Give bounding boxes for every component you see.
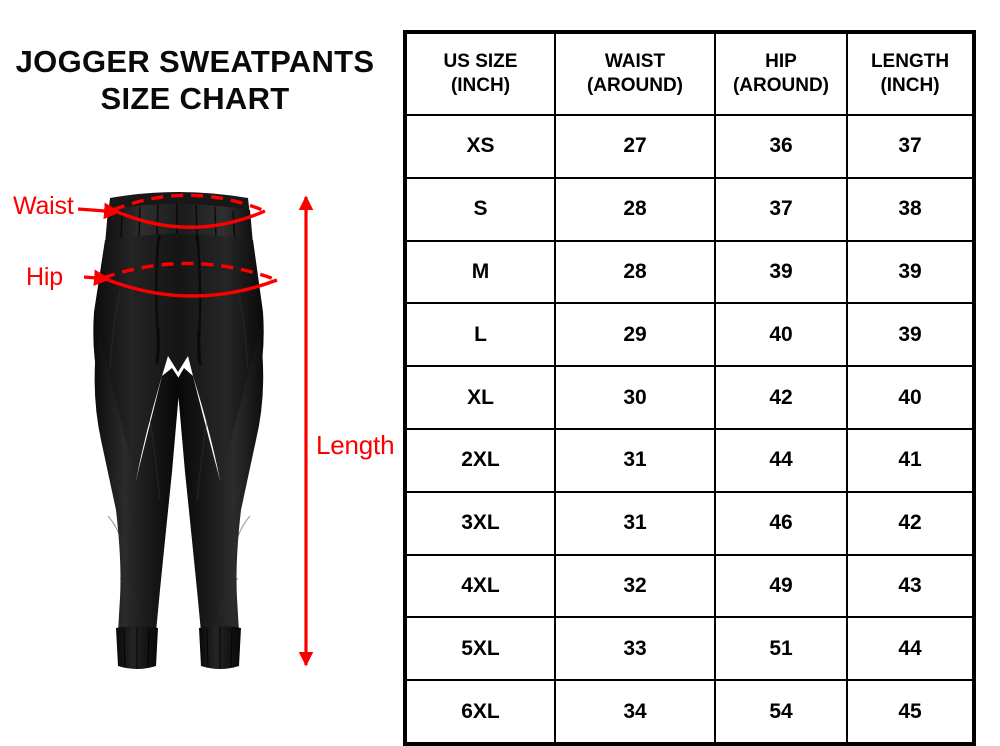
length-cell: 43 xyxy=(846,553,975,619)
table-header-row: US SIZE (INCH) WAIST (AROUND) HIP (AROUN… xyxy=(404,31,975,116)
size-cell: XS xyxy=(404,114,556,179)
column-header-length-line2: (INCH) xyxy=(880,75,940,96)
size-cell: 3XL xyxy=(404,490,556,556)
waist-cell: 31 xyxy=(554,490,716,556)
illustration-panel: JOGGER SWEATPANTS SIZE CHART xyxy=(0,0,400,705)
waist-cell: 29 xyxy=(554,302,716,368)
length-label: Length xyxy=(316,430,395,460)
waist-cell: 30 xyxy=(554,365,716,430)
size-cell: 2XL xyxy=(404,427,556,493)
size-cell: M xyxy=(404,239,556,305)
waist-cell: 28 xyxy=(554,176,716,242)
hip-cell: 40 xyxy=(714,302,848,368)
waist-cell: 27 xyxy=(554,114,716,179)
waist-cell: 34 xyxy=(554,679,716,745)
hip-cell: 44 xyxy=(714,427,848,493)
title-line-1: JOGGER SWEATPANTS xyxy=(15,44,375,79)
length-cell: 45 xyxy=(846,679,975,745)
length-cell: 38 xyxy=(846,176,975,242)
column-header-hip-line1: HIP xyxy=(765,51,797,73)
size-chart-table: US SIZE (INCH) WAIST (AROUND) HIP (AROUN… xyxy=(403,30,976,746)
column-header-length: LENGTH (INCH) xyxy=(846,31,975,116)
column-header-length-line1: LENGTH xyxy=(870,51,950,73)
page-title: JOGGER SWEATPANTS SIZE CHART xyxy=(0,44,390,117)
length-cell: 44 xyxy=(846,616,975,682)
column-header-waist-line2: (AROUND) xyxy=(586,75,684,96)
column-header-us-size: US SIZE (INCH) xyxy=(404,31,556,116)
size-cell: S xyxy=(404,176,556,242)
table-row: 4XL 32 49 43 xyxy=(404,553,975,619)
table-row: 2XL 31 44 41 xyxy=(404,427,975,493)
table-row: M 28 39 39 xyxy=(404,239,975,305)
table-row: L 29 40 39 xyxy=(404,302,975,368)
waist-cell: 33 xyxy=(554,616,716,682)
size-cell: 5XL xyxy=(404,616,556,682)
size-cell: 4XL xyxy=(404,553,556,619)
table-row: 5XL 33 51 44 xyxy=(404,616,975,682)
hip-cell: 46 xyxy=(714,490,848,556)
length-cell: 41 xyxy=(846,427,975,493)
hip-cell: 36 xyxy=(714,114,848,179)
length-cell: 39 xyxy=(846,302,975,368)
size-cell: 6XL xyxy=(404,679,556,745)
hip-cell: 42 xyxy=(714,365,848,430)
length-cell: 37 xyxy=(846,114,975,179)
size-cell: XL xyxy=(404,365,556,430)
column-header-waist-line1: WAIST xyxy=(604,51,666,73)
hip-cell: 49 xyxy=(714,553,848,619)
hip-cell: 51 xyxy=(714,616,848,682)
column-header-us-size-line1: US SIZE xyxy=(443,51,518,73)
hip-cell: 39 xyxy=(714,239,848,305)
table-row: 3XL 31 46 42 xyxy=(404,490,975,556)
title-line-2: SIZE CHART xyxy=(100,80,290,116)
length-cell: 42 xyxy=(846,490,975,556)
jogger-sweatpants-illustration xyxy=(60,180,295,680)
table-row: XS 27 36 37 xyxy=(404,114,975,179)
waist-cell: 31 xyxy=(554,427,716,493)
length-cell: 40 xyxy=(846,365,975,430)
table-body: XS 27 36 37 S 28 37 38 M 28 39 39 L 29 40 39 XL 30 42 40 2XL… xyxy=(404,114,975,745)
waist-cell: 32 xyxy=(554,553,716,619)
hip-cell: 37 xyxy=(714,176,848,242)
waist-label: Waist xyxy=(13,192,74,220)
column-header-waist: WAIST (AROUND) xyxy=(554,31,716,116)
hip-cell: 54 xyxy=(714,679,848,745)
table-row: 6XL 34 54 45 xyxy=(404,679,975,745)
size-cell: L xyxy=(404,302,556,368)
size-chart-table-container: US SIZE (INCH) WAIST (AROUND) HIP (AROUN… xyxy=(403,30,976,746)
column-header-hip-line2: (AROUND) xyxy=(732,75,830,96)
column-header-us-size-line2: (INCH) xyxy=(450,75,511,96)
column-header-hip: HIP (AROUND) xyxy=(714,31,848,116)
hip-label: Hip xyxy=(26,263,63,291)
length-cell: 39 xyxy=(846,239,975,305)
table-row: XL 30 42 40 xyxy=(404,365,975,430)
table-row: S 28 37 38 xyxy=(404,176,975,242)
waist-cell: 28 xyxy=(554,239,716,305)
